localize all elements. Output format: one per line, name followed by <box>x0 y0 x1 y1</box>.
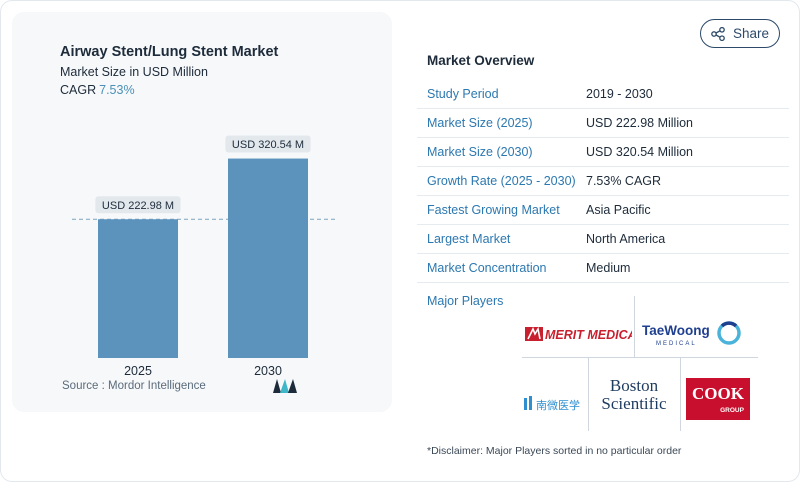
source-label: Source : <box>62 380 105 392</box>
x-tick-label: 2025 <box>124 364 152 378</box>
cook-name: COOK <box>692 384 745 403</box>
data-label: USD 222.98 M <box>102 200 174 212</box>
source-value: Mordor Intelligence <box>108 380 206 392</box>
share-button[interactable]: Share <box>700 19 780 48</box>
row-value: 2019 - 2030 <box>586 87 653 101</box>
overview-table: Study Period 2019 - 2030 Market Size (202… <box>417 80 789 283</box>
cook-group-logo: COOK GROUP <box>686 378 750 420</box>
data-label: USD 320.54 M <box>232 139 304 151</box>
overview-row-study-period: Study Period 2019 - 2030 <box>417 80 789 109</box>
mordor-logo-icon <box>273 379 297 393</box>
grid-divider <box>522 357 758 358</box>
row-value: North America <box>586 232 666 246</box>
overview-row-fastest-growing: Fastest Growing Market Asia Pacific <box>417 196 789 225</box>
chart-subtitle: Market Size in USD Million <box>60 65 208 79</box>
cook-group-logo-icon: COOK GROUP <box>692 384 745 414</box>
data-label-bg <box>225 135 311 153</box>
share-label: Share <box>732 26 770 41</box>
nanwei-name: 南微医学 <box>536 398 580 412</box>
merit-medical-name: MERIT MEDICAL <box>545 328 632 342</box>
boston-scientific-logo: Boston Scientific <box>590 372 678 418</box>
overview-title: Market Overview <box>427 53 535 68</box>
row-value: 7.53% CAGR <box>586 174 662 188</box>
row-label: Market Size (2025) <box>427 116 533 130</box>
nanwei-logo-icon: 南微医学 <box>524 396 580 412</box>
cagr-value: 7.53% <box>99 83 135 97</box>
x-tick-label: 2030 <box>254 364 282 378</box>
svg-text:Boston: Boston <box>610 376 659 395</box>
source-text: Source : Mordor Intelligence <box>62 380 206 392</box>
overview-row-market-size-2025: Market Size (2025) USD 222.98 Million <box>417 109 789 138</box>
overview-row-largest-market: Largest Market North America <box>417 225 789 254</box>
grid-divider <box>588 357 589 431</box>
row-label: Largest Market <box>427 232 511 246</box>
row-value: Medium <box>586 261 631 275</box>
taewoong-logo: TaeWoong MEDICAL <box>640 318 744 350</box>
taewoong-name: TaeWoong <box>642 323 710 338</box>
chart-title: Airway Stent/Lung Stent Market <box>60 44 279 60</box>
merit-medical-logo-icon: MERIT MEDICAL <box>525 326 632 342</box>
cook-sub: GROUP <box>720 407 745 414</box>
taewoong-logo-icon: TaeWoong MEDICAL <box>642 321 741 347</box>
share-icon <box>711 26 725 41</box>
row-label: Study Period <box>427 87 499 101</box>
row-value: Asia Pacific <box>586 203 651 217</box>
grid-divider <box>634 296 635 358</box>
chart-cagr: CAGR 7.53% <box>60 83 135 97</box>
bar-chart: USD 222.98 M 2025 USD 320.54 M 2030 <box>72 135 338 378</box>
taewoong-sub: MEDICAL <box>656 341 697 347</box>
cagr-label: CAGR <box>60 83 97 97</box>
chart-card <box>12 12 392 412</box>
row-label: Market Concentration <box>427 261 547 275</box>
overview-row-market-size-2030: Market Size (2030) USD 320.54 Million <box>417 138 789 167</box>
disclaimer: *Disclaimer: Major Players sorted in no … <box>427 445 682 457</box>
row-value: USD 320.54 Million <box>586 145 693 159</box>
overview-row-growth-rate: Growth Rate (2025 - 2030) 7.53% CAGR <box>417 167 789 196</box>
merit-medical-logo: MERIT MEDICAL <box>524 320 632 348</box>
bar-2025 <box>98 219 178 358</box>
boston-scientific-logo-icon: Boston Scientific <box>601 376 667 413</box>
major-players-title: Major Players <box>427 294 504 308</box>
row-value: USD 222.98 Million <box>586 116 693 130</box>
row-label: Fastest Growing Market <box>427 203 560 217</box>
bar-2030 <box>228 158 308 358</box>
nanwei-logo: 南微医学 <box>522 392 586 416</box>
data-label-bg <box>95 196 181 214</box>
overview-row-concentration: Market Concentration Medium <box>417 254 789 283</box>
svg-text:Scientific: Scientific <box>601 394 667 413</box>
row-label: Growth Rate (2025 - 2030) <box>427 174 576 188</box>
grid-divider <box>680 357 681 431</box>
row-label: Market Size (2030) <box>427 145 533 159</box>
